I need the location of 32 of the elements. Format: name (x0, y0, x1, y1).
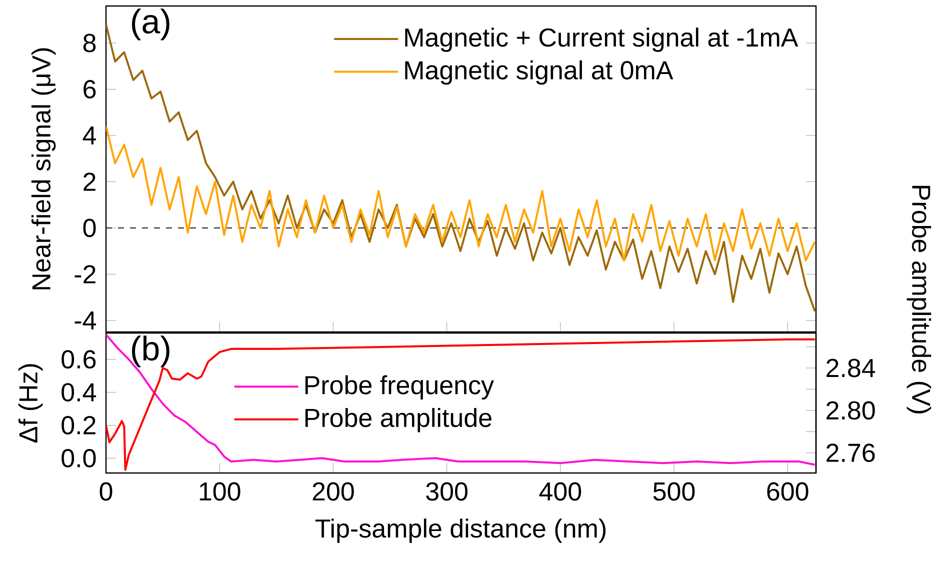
y-tick-label: 2 (84, 172, 96, 191)
y-tick-label: 4 (82, 126, 96, 144)
x-axis-title: Tip-sample distance (nm) (315, 518, 606, 543)
y-tick-label: 8 (83, 34, 96, 52)
legend-label: Magnetic + Current signal at -1mA (405, 28, 798, 52)
y-tick-label: 0 (83, 218, 96, 238)
y2-tick-label: 2.80 (826, 401, 875, 420)
x-tick-label: 0 (100, 482, 112, 501)
y2-axis-title: Probe amplitude (V) (906, 186, 932, 414)
y-tick-label: 0.2 (62, 416, 96, 434)
x-tick-label: 400 (539, 482, 582, 501)
y-tick-label: -2 (74, 265, 96, 284)
y-axis-title: Near-field signal (μV) (31, 48, 56, 290)
annotation: (b) (132, 336, 170, 368)
x-tick-label: 500 (653, 482, 695, 501)
x-tick-label: 200 (312, 482, 354, 501)
annotation: (a) (132, 8, 170, 40)
legend-label: Probe frequency (305, 375, 494, 400)
y-tick-label: -4 (74, 312, 96, 330)
x-tick-label: 300 (426, 482, 468, 501)
x-tick-label: 600 (767, 482, 808, 501)
line-series (106, 125, 816, 262)
legend-label: Probe amplitude (305, 408, 492, 432)
y-tick-label: 6 (84, 80, 96, 98)
y-tick-label: 0.6 (62, 350, 96, 369)
legend-label: Magnetic signal at 0mA (405, 60, 674, 85)
y2-tick-label: 2.76 (826, 444, 875, 462)
x-tick-label: 100 (200, 482, 240, 501)
y-axis-title: Δf (Hz) (18, 364, 43, 443)
y-tick-label: 0.0 (62, 448, 96, 468)
y-tick-label: 0.4 (62, 383, 96, 402)
y2-tick-label: 2.84 (826, 358, 876, 378)
